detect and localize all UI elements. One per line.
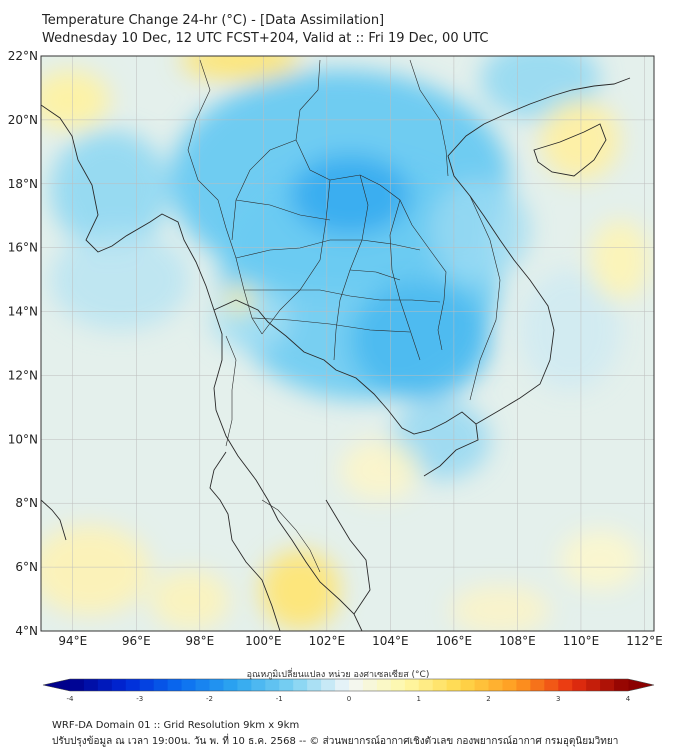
colorbar-cell — [488, 679, 503, 691]
colorbar-cell — [446, 679, 462, 691]
coastlines — [41, 77, 631, 631]
lon-tick-label: 108°E — [499, 634, 536, 648]
colorbar-cell — [544, 679, 559, 691]
colorbar-cell — [223, 679, 238, 691]
map-subtitle: Wednesday 10 Dec, 12 UTC FCST+204, Valid… — [42, 31, 489, 46]
lat-tick-label: 4°N — [15, 624, 38, 638]
colorbar-cell — [293, 679, 308, 691]
colorbar-cell — [97, 679, 113, 691]
colorbar-cell — [474, 679, 489, 691]
lat-tick-label: 10°N — [8, 432, 38, 446]
colorbar-cell — [335, 679, 350, 691]
colorbar-title: อุณหภูมิเปลี่ยนแปลง หน่วย องศาเซลเซียส (… — [246, 670, 430, 680]
longitude-labels: 94°E 96°E 98°E 100°E 102°E 104°E 106°E 108°E 110… — [58, 634, 662, 648]
colorbar-tick-label: 3 — [556, 695, 560, 703]
colorbar-cell — [418, 679, 434, 691]
colorbar-cell — [516, 679, 531, 691]
colorbar-cell — [502, 679, 517, 691]
colorbar-cell — [572, 679, 587, 691]
lat-tick-label: 14°N — [8, 305, 38, 319]
map-plot-area — [41, 56, 654, 631]
colorbar-cell — [209, 679, 224, 691]
colorbar-outline — [42, 678, 655, 692]
colorbar-cell — [167, 679, 183, 691]
colorbar-tick-label: 0 — [347, 695, 351, 703]
lon-tick-label: 100°E — [245, 634, 282, 648]
lon-tick-label: 94°E — [58, 634, 87, 648]
colorbar-cell — [614, 679, 629, 691]
colorbar-cell — [111, 679, 127, 691]
lat-tick-label: 8°N — [15, 496, 38, 510]
colorbar-cell — [237, 679, 252, 691]
lat-tick-label: 16°N — [8, 241, 38, 255]
colorbar-cell — [307, 679, 322, 691]
colorbar-max-arrow — [628, 679, 654, 691]
colorbar-cell — [460, 679, 476, 691]
colorbar-cell — [349, 679, 364, 691]
colorbar-cell — [362, 679, 378, 691]
colorbar: -4 -3 -2 -1 0 1 2 3 4 — [42, 678, 655, 703]
map-title: Temperature Change 24-hr (°C) - [Data As… — [42, 13, 385, 28]
colorbar-cell — [558, 679, 573, 691]
colorbar-cell — [279, 679, 294, 691]
colorbar-cell — [321, 679, 336, 691]
colorbar-cell — [586, 679, 601, 691]
colorbar-tick-label: 2 — [486, 695, 490, 703]
footer-credit: ปรับปรุงข้อมูล ณ เวลา 19:00น. วัน พ. ที่… — [52, 736, 619, 747]
colorbar-tick-label: 1 — [417, 695, 421, 703]
colorbar-tick-label: -1 — [276, 695, 283, 703]
colorbar-cell — [181, 679, 197, 691]
colorbar-cell — [600, 679, 615, 691]
graticule — [41, 56, 654, 631]
colorbar-cell — [195, 679, 210, 691]
map-frame — [40, 55, 655, 632]
lat-tick-label: 18°N — [8, 177, 38, 191]
colorbar-cell — [376, 679, 392, 691]
lon-tick-label: 104°E — [372, 634, 409, 648]
colorbar-cell — [390, 679, 406, 691]
footer-model-info: WRF-DA Domain 01 :: Grid Resolution 9km … — [52, 720, 300, 731]
lon-tick-label: 106°E — [436, 634, 473, 648]
colorbar-tick-label: -4 — [67, 695, 75, 703]
colorbar-cell — [139, 679, 155, 691]
latitude-labels: 22°N 20°N 18°N 16°N 14°N 12°N 10°N 8°N 6°N 4°N — [8, 49, 38, 638]
colorbar-cell — [70, 679, 85, 691]
lat-tick-label: 12°N — [8, 368, 38, 382]
colorbar-cell — [265, 679, 280, 691]
province-boundaries — [187, 59, 501, 573]
temperature-field — [41, 56, 650, 631]
colorbar-cell — [251, 679, 266, 691]
colorbar-cell — [153, 679, 169, 691]
lat-tick-label: 6°N — [15, 560, 38, 574]
colorbar-cell — [432, 679, 448, 691]
colorbar-tick-label: 4 — [626, 695, 631, 703]
lon-tick-label: 112°E — [626, 634, 663, 648]
colorbar-min-arrow — [43, 679, 70, 691]
colorbar-cell — [530, 679, 545, 691]
colorbar-cell — [404, 679, 420, 691]
colorbar-cell — [83, 679, 99, 691]
lon-tick-label: 96°E — [122, 634, 151, 648]
lon-tick-label: 110°E — [563, 634, 600, 648]
lat-tick-label: 20°N — [8, 113, 38, 127]
lon-tick-label: 102°E — [309, 634, 346, 648]
colorbar-tick-label: -3 — [136, 695, 143, 703]
lat-tick-label: 22°N — [8, 49, 38, 63]
lon-tick-label: 98°E — [185, 634, 214, 648]
colorbar-tick-label: -2 — [206, 695, 213, 703]
colorbar-cell — [125, 679, 141, 691]
